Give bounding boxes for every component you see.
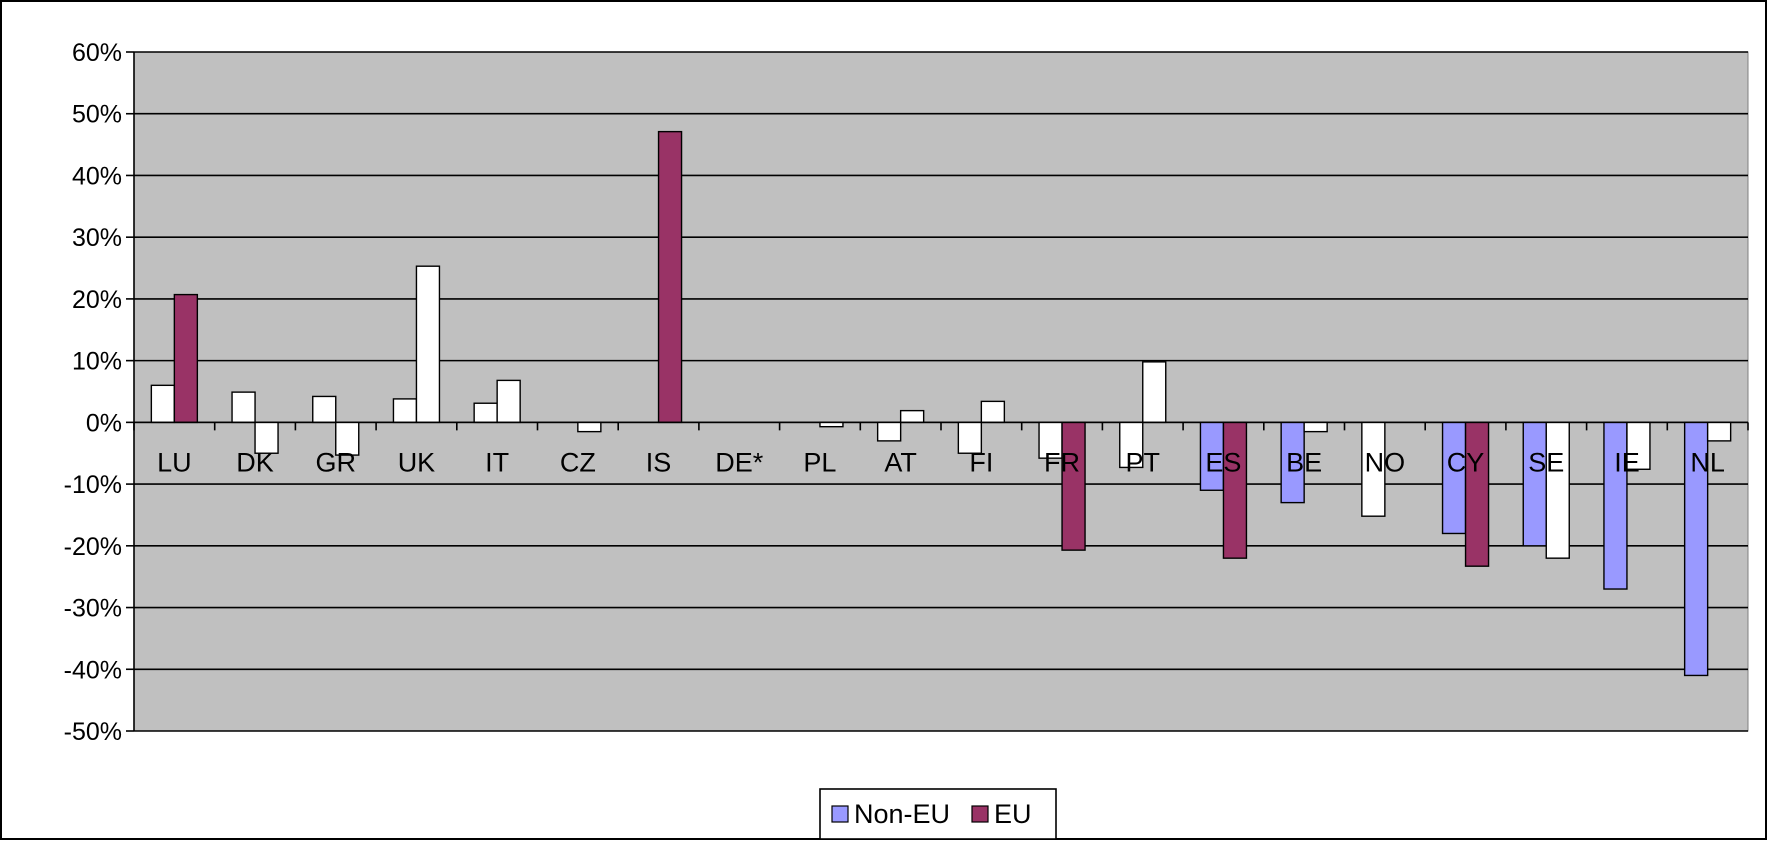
plot-area — [133, 51, 1749, 732]
bar-eu-pt — [1142, 361, 1167, 424]
y-tick-label: 0% — [86, 409, 122, 437]
y-tick-labels: 60% 50% 40% 30% 20% 10% 0% -10% -20% -30% -40% -50% — [64, 39, 122, 746]
x-tick-label: IS — [646, 447, 672, 477]
bar-noneu-gr — [312, 395, 337, 424]
plot-background — [134, 52, 1748, 731]
y-tick-label: 10% — [72, 348, 122, 376]
x-tick-label: BE — [1286, 447, 1322, 477]
x-tick-label: SE — [1528, 447, 1564, 477]
bar-noneu-it — [473, 402, 498, 424]
bar-noneu-at — [876, 421, 902, 442]
x-tick-label: PT — [1125, 447, 1160, 477]
x-tick-label: AT — [884, 447, 917, 477]
bar-eu-nl — [1706, 421, 1732, 442]
x-tick-label: IT — [485, 447, 509, 477]
bar-eu-at — [899, 409, 925, 424]
y-tick-label: 60% — [72, 39, 122, 67]
y-tick-label: 50% — [72, 101, 122, 129]
bar-eu-is — [657, 130, 683, 424]
bar-noneu-cy — [1441, 421, 1467, 535]
legend-box — [819, 788, 1057, 840]
y-tick-label: 40% — [72, 162, 122, 190]
y-tick-label: 20% — [72, 286, 122, 314]
x-tick-label: UK — [398, 447, 436, 477]
x-tick-label: DK — [236, 447, 274, 477]
x-tick-label: DE* — [715, 447, 764, 477]
x-tick-label: FR — [1044, 447, 1080, 477]
bar-eu-fi — [980, 400, 1006, 424]
y-tick-label: 30% — [72, 224, 122, 252]
x-tick-label: NL — [1690, 447, 1725, 477]
bar-eu-uk — [415, 265, 441, 424]
x-tick-label: IE — [1614, 447, 1640, 477]
y-tick-label: -30% — [64, 595, 122, 623]
x-tick-labels: LU DK GR UK IT CZ IS DE* PL AT FI FR PT ES BE NO CY SE IE N… — [157, 447, 1725, 477]
bar-noneu-uk — [392, 398, 418, 424]
bar-eu-se — [1545, 421, 1570, 559]
x-tick-label: CZ — [560, 447, 596, 477]
y-tick-label: -20% — [64, 533, 122, 561]
legend: Non-EU EU — [819, 788, 1057, 840]
bar-eu-lu — [173, 293, 199, 424]
bar-eu-it — [496, 379, 521, 424]
bar-eu-fr — [1061, 421, 1086, 551]
y-tick-label: -40% — [64, 656, 122, 684]
x-tick-label: LU — [157, 447, 192, 477]
x-tick-label: GR — [316, 447, 357, 477]
x-tick-label: FI — [969, 447, 993, 477]
bar-eu-be — [1303, 421, 1328, 433]
bar-eu-cy — [1464, 421, 1490, 567]
y-tick-label: -50% — [64, 718, 122, 746]
bar-noneu-lu — [150, 384, 176, 424]
legend-label: EU — [994, 799, 1032, 829]
x-tick-label: NO — [1365, 447, 1406, 477]
y-tick-label: -10% — [64, 471, 122, 499]
x-tick-label: PL — [803, 447, 836, 477]
bar-noneu-dk — [231, 391, 256, 424]
legend-swatch-noneu — [831, 805, 849, 823]
axes — [126, 51, 1749, 732]
legend-label: Non-EU — [854, 799, 950, 829]
bars — [150, 130, 1732, 677]
x-tick-label: CY — [1447, 447, 1485, 477]
x-tick-label: ES — [1205, 447, 1241, 477]
bar-eu-es — [1222, 421, 1248, 559]
bar-noneu-se — [1522, 421, 1547, 547]
bar-eu-cz — [577, 421, 602, 433]
legend-swatch-eu — [971, 805, 989, 823]
